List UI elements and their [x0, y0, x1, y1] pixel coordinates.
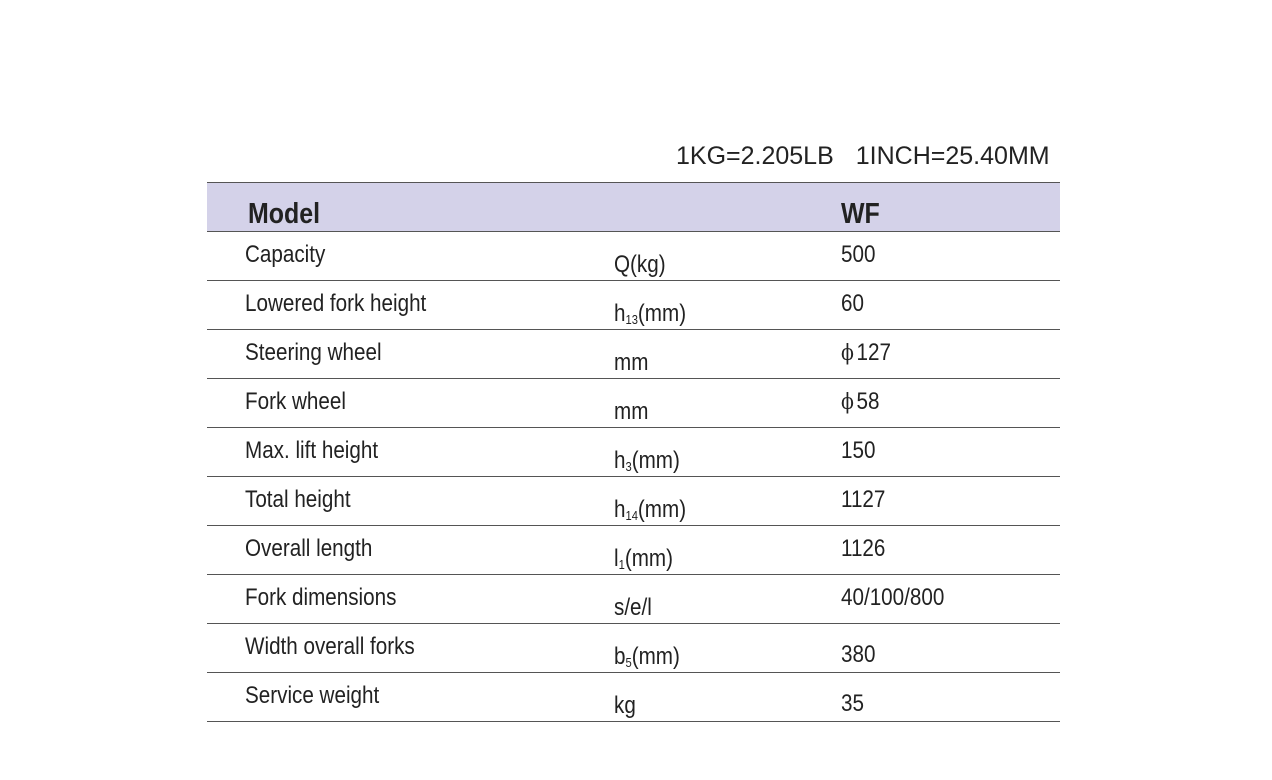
spec-label: Overall length: [245, 535, 373, 562]
spec-unit: Q(kg): [614, 251, 666, 278]
unit-suffix: (mm): [624, 545, 673, 572]
unit-subscript: 5: [625, 655, 632, 670]
spec-value: 60: [841, 290, 864, 317]
spec-value: 40/100/800: [841, 584, 945, 611]
spec-unit: mm: [614, 349, 649, 376]
model-value: WF: [841, 198, 880, 230]
table-row: Overall length l1(mm) 1126: [207, 526, 1060, 575]
spec-table: Model WF Capacity Q(kg) 500 Lowered fork he…: [207, 182, 1060, 722]
table-row: Steering wheel mm ϕ 127: [207, 330, 1060, 379]
unit-symbol: h: [614, 300, 626, 327]
table-row: Lowered fork height h13(mm) 60: [207, 281, 1060, 330]
spec-value: 1126: [841, 535, 886, 562]
spec-value-number: 58: [856, 388, 880, 415]
spec-value-number: 127: [856, 339, 891, 366]
model-label: Model: [248, 198, 321, 230]
table-row: Total height h14(mm) 1127: [207, 477, 1060, 526]
inch-mm-conversion: 1INCH=25.40MM: [855, 142, 1050, 170]
spec-unit: h13(mm): [614, 297, 686, 337]
unit-symbol: h: [614, 447, 626, 474]
table-row: Width overall forks b5(mm) 380: [207, 624, 1060, 673]
unit-suffix: (mm): [631, 643, 680, 670]
table-row: Fork dimensions s/e/l 40/100/800: [207, 575, 1060, 624]
unit-suffix: (mm): [637, 496, 687, 523]
spec-label: Steering wheel: [245, 339, 382, 366]
spec-value: ϕ 58: [841, 385, 879, 420]
unit-subscript: 14: [625, 508, 638, 523]
spec-unit: b5(mm): [614, 640, 680, 680]
spec-label: Lowered fork height: [245, 290, 427, 317]
unit-suffix: (mm): [631, 447, 680, 474]
spec-table-body: Capacity Q(kg) 500 Lowered fork height h13(m…: [207, 232, 1060, 722]
diameter-icon: ϕ: [841, 390, 854, 415]
spec-value: 150: [841, 437, 876, 464]
spec-label: Width overall forks: [245, 633, 415, 660]
spec-unit: h3(mm): [614, 444, 680, 484]
spec-label: Capacity: [245, 241, 326, 268]
unit-symbol: l: [614, 545, 619, 572]
table-row: Service weight kg 35: [207, 673, 1060, 722]
spec-value: 1127: [841, 486, 886, 513]
unit-conversion-note: 1KG=2.205LB 1INCH=25.40MM: [676, 142, 1050, 171]
spec-label: Fork dimensions: [245, 584, 397, 611]
spec-table-header: Model WF: [207, 182, 1060, 232]
spec-unit: mm: [614, 398, 649, 425]
table-row: Max. lift height h3(mm) 150: [207, 428, 1060, 477]
spec-value: 35: [841, 690, 864, 717]
diameter-icon: ϕ: [841, 341, 854, 366]
unit-suffix: (mm): [637, 300, 687, 327]
kg-lb-conversion: 1KG=2.205LB: [676, 142, 834, 170]
table-row: Capacity Q(kg) 500: [207, 232, 1060, 281]
spec-label: Max. lift height: [245, 437, 379, 464]
unit-subscript: 1: [618, 557, 625, 572]
spec-value: 380: [841, 641, 876, 668]
spec-unit: l1(mm): [614, 542, 673, 582]
spec-value: 500: [841, 241, 876, 268]
spec-label: Fork wheel: [245, 388, 346, 415]
spec-unit: h14(mm): [614, 493, 686, 533]
unit-symbol: b: [614, 643, 626, 670]
spec-label: Total height: [245, 486, 351, 513]
unit-symbol: h: [614, 496, 626, 523]
spec-label: Service weight: [245, 682, 380, 709]
spec-unit: kg: [614, 692, 636, 719]
unit-subscript: 3: [625, 459, 632, 474]
spec-value: ϕ 127: [841, 336, 891, 371]
table-row: Fork wheel mm ϕ 58: [207, 379, 1060, 428]
spec-unit: s/e/l: [614, 594, 652, 621]
unit-subscript: 13: [625, 312, 638, 327]
